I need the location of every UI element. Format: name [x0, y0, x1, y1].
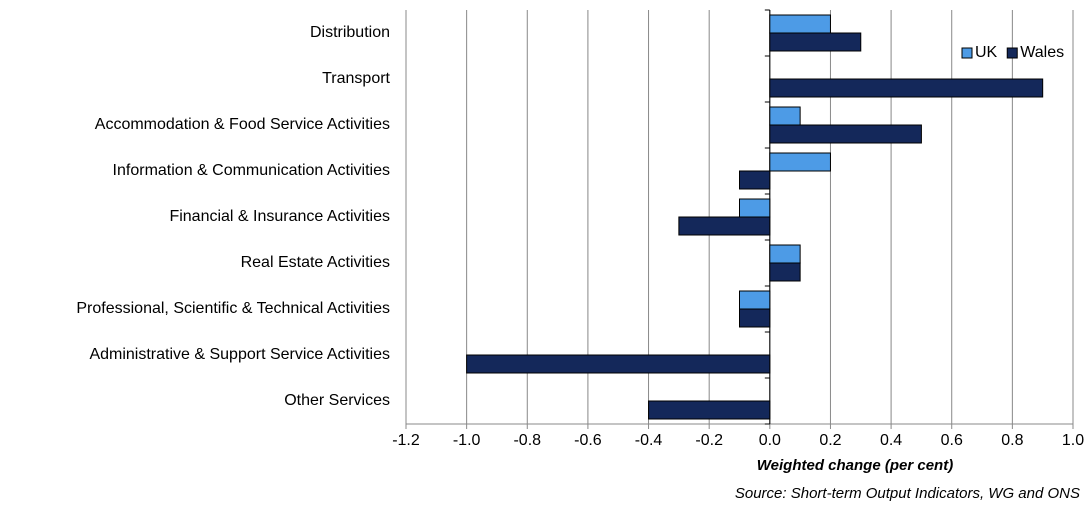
bar: [678, 216, 771, 236]
y-tick-label: Real Estate Activities: [241, 254, 390, 271]
y-tick-label: Other Services: [284, 392, 390, 409]
y-tick-label: Information & Communication Activities: [113, 162, 390, 179]
x-tick-label: -0.8: [513, 432, 541, 449]
bar: [739, 290, 771, 310]
y-tick-label: Financial & Insurance Activities: [169, 208, 390, 225]
y-tick-label: Transport: [322, 70, 390, 87]
y-tick-label: Accommodation & Food Service Activities: [95, 116, 390, 133]
x-tick-label: 0.2: [819, 432, 841, 449]
bar: [769, 32, 862, 52]
bar: [739, 170, 771, 190]
legend-label: UK: [975, 44, 998, 61]
x-tick-label: -1.0: [453, 432, 481, 449]
x-tick-label: 0.4: [880, 432, 902, 449]
x-tick-label: -0.6: [574, 432, 602, 449]
bar: [769, 262, 801, 282]
bar: [739, 198, 771, 218]
y-tick-label: Professional, Scientific & Technical Act…: [76, 300, 390, 317]
x-tick-label: 0.0: [759, 432, 781, 449]
bar: [648, 400, 771, 420]
x-tick-label: -1.2: [392, 432, 420, 449]
bar: [769, 244, 801, 264]
bar: [769, 152, 831, 172]
x-tick-label: 1.0: [1062, 432, 1084, 449]
bar: [769, 106, 801, 126]
x-tick-label: 0.6: [941, 432, 963, 449]
x-tick-label: 0.8: [1001, 432, 1023, 449]
bar: [466, 354, 771, 374]
bar: [739, 308, 771, 328]
legend-swatch: [1006, 47, 1018, 59]
x-tick-label: -0.2: [695, 432, 723, 449]
legend-swatch: [961, 47, 973, 59]
bar: [769, 78, 1044, 98]
x-tick-label: -0.4: [635, 432, 663, 449]
source: Source: Short-term Output Indicators, WG…: [735, 485, 1080, 502]
legend-label: Wales: [1020, 44, 1064, 61]
x-axis-title: Weighted change (per cent): [757, 457, 953, 474]
bar: [769, 124, 922, 144]
y-tick-label: Distribution: [310, 24, 390, 41]
bar: [769, 14, 831, 34]
y-tick-label: Administrative & Support Service Activit…: [89, 346, 390, 363]
